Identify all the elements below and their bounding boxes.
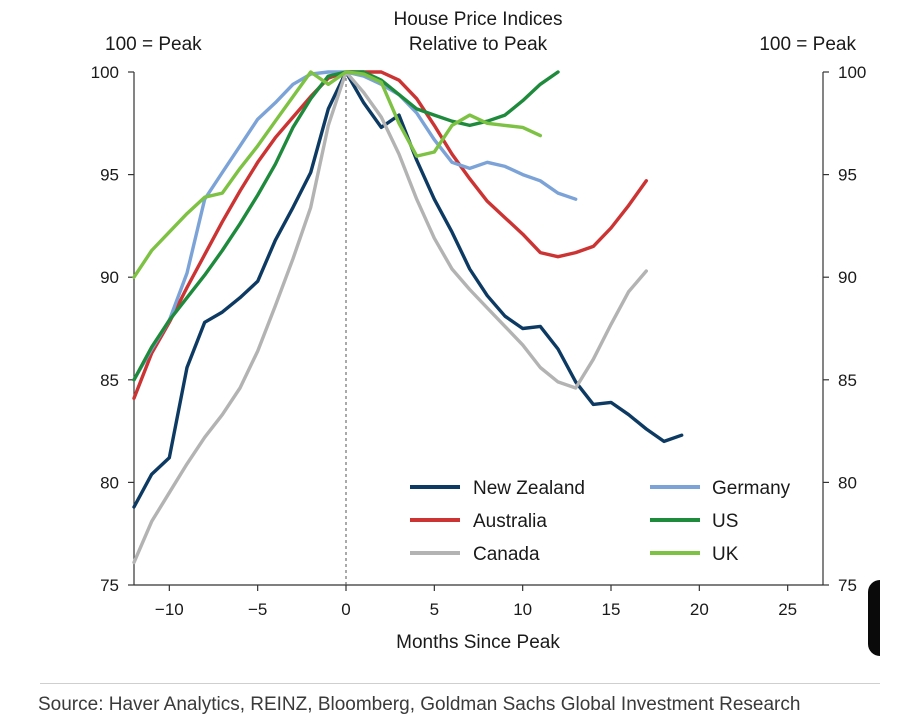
x-tick-label: 20 bbox=[690, 600, 709, 619]
legend-label-germany: Germany bbox=[712, 478, 791, 499]
chart-title: House Price Indices Relative to Peak bbox=[394, 9, 563, 55]
legend-label-uk: UK bbox=[712, 544, 739, 565]
y-tick-label-left: 80 bbox=[100, 473, 119, 492]
y-tick-label-left: 90 bbox=[100, 268, 119, 287]
x-tick-label: −10 bbox=[155, 600, 184, 619]
y-tick-label-right: 100 bbox=[838, 63, 866, 82]
y-tick-label-left: 100 bbox=[91, 63, 119, 82]
y-tick-label-right: 75 bbox=[838, 576, 857, 595]
legend-label-new-zealand: New Zealand bbox=[473, 478, 585, 499]
y-tick-label-right: 80 bbox=[838, 473, 857, 492]
legend-label-canada: Canada bbox=[473, 544, 540, 565]
legend: New Zealand Australia Canada Germany US UK bbox=[410, 478, 791, 565]
x-tick-label: 15 bbox=[602, 600, 621, 619]
right-axis-label: 100 = Peak bbox=[759, 34, 856, 55]
x-tick-label: 5 bbox=[430, 600, 439, 619]
x-axis-label: Months Since Peak bbox=[396, 632, 560, 653]
x-tick-label: 25 bbox=[778, 600, 797, 619]
series-line-australia bbox=[132, 70, 648, 400]
y-tick-label-right: 95 bbox=[838, 166, 857, 185]
series-line-canada bbox=[132, 70, 648, 565]
series-layer bbox=[132, 70, 684, 565]
y-tick-label-right: 85 bbox=[838, 371, 857, 390]
y-tick-label-left: 95 bbox=[100, 166, 119, 185]
x-tick-label: 0 bbox=[341, 600, 350, 619]
chart-title-line-1: House Price Indices bbox=[394, 9, 563, 30]
overlay-button-edge[interactable] bbox=[868, 580, 880, 656]
series-line-uk bbox=[132, 70, 542, 279]
x-tick-label: 10 bbox=[513, 600, 532, 619]
x-tick-label: −5 bbox=[248, 600, 267, 619]
y-tick-label-left: 75 bbox=[100, 576, 119, 595]
legend-label-australia: Australia bbox=[473, 511, 547, 532]
left-axis-label: 100 = Peak bbox=[105, 34, 202, 55]
axes: 75 75 80 80 85 85 90 90 95 95 100 100 −10 −5 0 5 10 15 20 2… bbox=[91, 63, 867, 619]
y-tick-label-right: 90 bbox=[838, 268, 857, 287]
y-tick-label-left: 85 bbox=[100, 371, 119, 390]
source-note: Source: Haver Analytics, REINZ, Bloomber… bbox=[38, 694, 801, 715]
legend-label-us: US bbox=[712, 511, 738, 532]
chart-title-line-2: Relative to Peak bbox=[409, 34, 548, 55]
footer-divider bbox=[40, 683, 880, 684]
house-price-chart: House Price Indices Relative to Peak 100… bbox=[91, 9, 867, 653]
